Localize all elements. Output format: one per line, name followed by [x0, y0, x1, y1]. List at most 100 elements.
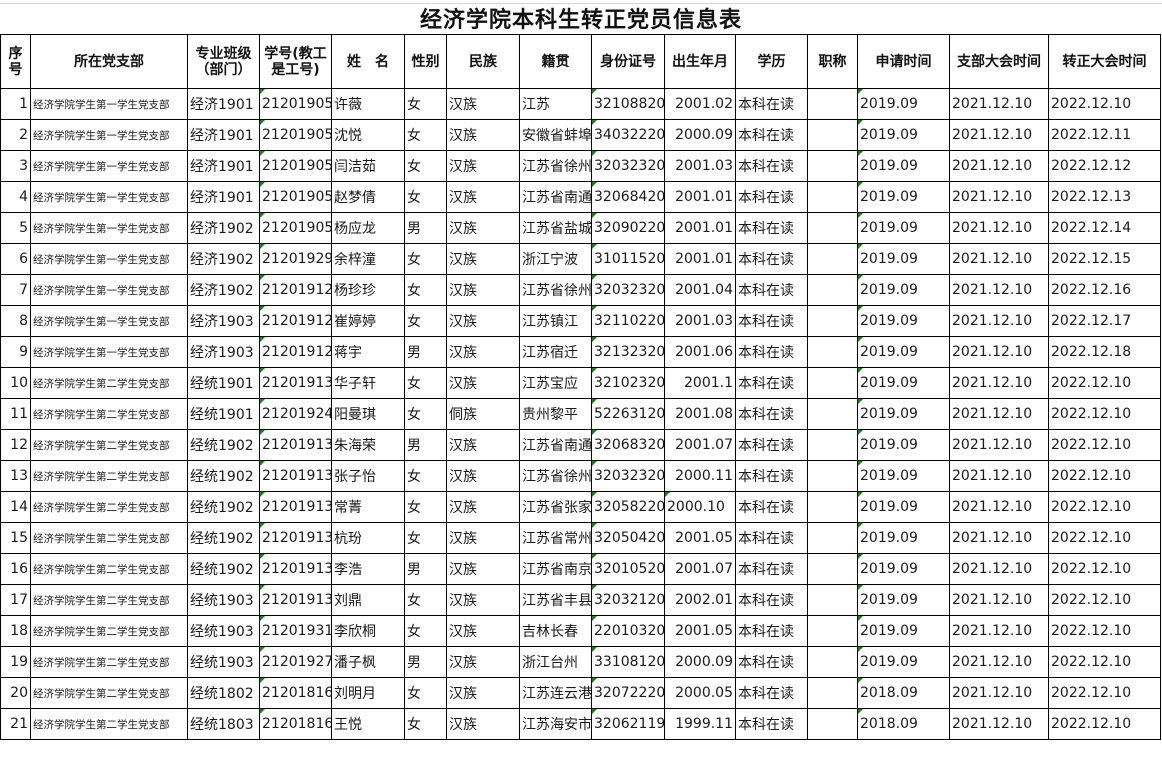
cell-gender[interactable]: 男	[404, 212, 447, 244]
cell-gender[interactable]: 女	[404, 615, 447, 647]
cell-id-number[interactable]: 340322200	[591, 119, 665, 151]
cell-hometown[interactable]: 江苏省丰县	[519, 584, 592, 616]
cell-birth[interactable]: 2000.10	[664, 491, 736, 523]
cell-birth[interactable]: 2001.02	[664, 88, 736, 120]
cell-name[interactable]: 沈悦	[331, 119, 405, 151]
cell-name[interactable]: 常菁	[331, 491, 405, 523]
cell-gender[interactable]: 女	[404, 274, 447, 306]
cell-title[interactable]	[807, 336, 858, 368]
cell-education[interactable]: 本科在读	[735, 336, 808, 368]
cell-birth[interactable]: 2001.08	[664, 398, 736, 430]
cell-seq[interactable]: 11	[0, 398, 31, 430]
cell-ethnicity[interactable]: 汉族	[446, 243, 520, 275]
cell-seq[interactable]: 12	[0, 429, 31, 461]
cell-id-number[interactable]: 331081200	[591, 646, 665, 678]
cell-gender[interactable]: 女	[404, 460, 447, 492]
cell-apply-date[interactable]: 2019.09	[857, 615, 950, 647]
cell-gender[interactable]: 女	[404, 398, 447, 430]
cell-seq[interactable]: 8	[0, 305, 31, 337]
cell-confirm-meeting-date[interactable]: 2022.12.10	[1048, 677, 1161, 709]
cell-education[interactable]: 本科在读	[735, 553, 808, 585]
cell-id-number[interactable]: 320902200	[591, 212, 665, 244]
cell-gender[interactable]: 女	[404, 367, 447, 399]
cell-confirm-meeting-date[interactable]: 2022.12.12	[1048, 150, 1161, 182]
cell-id-number[interactable]: 320621199	[591, 708, 665, 740]
cell-title[interactable]	[807, 460, 858, 492]
cell-class[interactable]: 经统1903	[187, 584, 260, 616]
cell-seq[interactable]: 17	[0, 584, 31, 616]
cell-education[interactable]: 本科在读	[735, 584, 808, 616]
header-branch[interactable]: 所在党支部	[30, 34, 188, 89]
cell-title[interactable]	[807, 150, 858, 182]
cell-confirm-meeting-date[interactable]: 2022.12.13	[1048, 181, 1161, 213]
cell-title[interactable]	[807, 243, 858, 275]
cell-birth[interactable]: 2001.05	[664, 522, 736, 554]
cell-confirm-meeting-date[interactable]: 2022.12.10	[1048, 708, 1161, 740]
cell-student-id[interactable]: 21201913	[259, 491, 332, 523]
cell-branch-meeting-date[interactable]: 2021.12.10	[949, 274, 1049, 306]
cell-branch-meeting-date[interactable]: 2021.12.10	[949, 150, 1049, 182]
cell-id-number[interactable]: 522631200	[591, 398, 665, 430]
cell-branch-meeting-date[interactable]: 2021.12.10	[949, 336, 1049, 368]
cell-branch[interactable]: 经济学院学生第一学生党支部	[30, 88, 188, 120]
cell-branch-meeting-date[interactable]: 2021.12.10	[949, 522, 1049, 554]
cell-birth[interactable]: 2001.03	[664, 150, 736, 182]
cell-seq[interactable]: 6	[0, 243, 31, 275]
cell-apply-date[interactable]: 2019.09	[857, 88, 950, 120]
header-confirm-meeting-date[interactable]: 转正大会时间	[1048, 34, 1161, 89]
cell-hometown[interactable]: 吉林长春	[519, 615, 592, 647]
cell-birth[interactable]: 2001.07	[664, 429, 736, 461]
cell-student-id[interactable]: 21201913	[259, 429, 332, 461]
cell-title[interactable]	[807, 553, 858, 585]
cell-id-number[interactable]: 321023200	[591, 367, 665, 399]
cell-birth[interactable]: 2001.07	[664, 553, 736, 585]
cell-name[interactable]: 闫洁茹	[331, 150, 405, 182]
cell-name[interactable]: 许薇	[331, 88, 405, 120]
cell-ethnicity[interactable]: 汉族	[446, 491, 520, 523]
cell-student-id[interactable]: 21201913	[259, 460, 332, 492]
cell-confirm-meeting-date[interactable]: 2022.12.10	[1048, 615, 1161, 647]
cell-branch[interactable]: 经济学院学生第一学生党支部	[30, 119, 188, 151]
cell-education[interactable]: 本科在读	[735, 305, 808, 337]
cell-id-number[interactable]: 320323200	[591, 460, 665, 492]
cell-education[interactable]: 本科在读	[735, 646, 808, 678]
header-apply-date[interactable]: 申请时间	[857, 34, 950, 89]
cell-branch[interactable]: 经济学院学生第二学生党支部	[30, 708, 188, 740]
cell-seq[interactable]: 10	[0, 367, 31, 399]
cell-class[interactable]: 经统1902	[187, 429, 260, 461]
cell-branch[interactable]: 经济学院学生第二学生党支部	[30, 553, 188, 585]
header-name[interactable]: 姓 名	[331, 34, 405, 89]
cell-apply-date[interactable]: 2019.09	[857, 398, 950, 430]
cell-branch-meeting-date[interactable]: 2021.12.10	[949, 398, 1049, 430]
cell-confirm-meeting-date[interactable]: 2022.12.10	[1048, 429, 1161, 461]
cell-student-id[interactable]: 21201816	[259, 708, 332, 740]
cell-education[interactable]: 本科在读	[735, 708, 808, 740]
cell-confirm-meeting-date[interactable]: 2022.12.11	[1048, 119, 1161, 151]
cell-class[interactable]: 经济1902	[187, 212, 260, 244]
cell-gender[interactable]: 女	[404, 708, 447, 740]
cell-student-id[interactable]: 21201913	[259, 553, 332, 585]
cell-birth[interactable]: 2001.01	[664, 181, 736, 213]
cell-name[interactable]: 朱海荣	[331, 429, 405, 461]
cell-branch-meeting-date[interactable]: 2021.12.10	[949, 553, 1049, 585]
cell-class[interactable]: 经济1901	[187, 119, 260, 151]
cell-ethnicity[interactable]: 汉族	[446, 181, 520, 213]
cell-class[interactable]: 经统1902	[187, 460, 260, 492]
cell-name[interactable]: 杨应龙	[331, 212, 405, 244]
cell-student-id[interactable]: 21201927	[259, 646, 332, 678]
cell-ethnicity[interactable]: 汉族	[446, 584, 520, 616]
cell-student-id[interactable]: 21201905	[259, 212, 332, 244]
cell-name[interactable]: 崔婷婷	[331, 305, 405, 337]
cell-apply-date[interactable]: 2019.09	[857, 584, 950, 616]
cell-branch-meeting-date[interactable]: 2021.12.10	[949, 212, 1049, 244]
cell-ethnicity[interactable]: 汉族	[446, 553, 520, 585]
cell-class[interactable]: 经统1902	[187, 522, 260, 554]
cell-seq[interactable]: 15	[0, 522, 31, 554]
cell-seq[interactable]: 4	[0, 181, 31, 213]
cell-hometown[interactable]: 江苏省徐州	[519, 274, 592, 306]
cell-seq[interactable]: 9	[0, 336, 31, 368]
cell-apply-date[interactable]: 2019.09	[857, 367, 950, 399]
cell-class[interactable]: 经统1901	[187, 398, 260, 430]
cell-name[interactable]: 余梓潼	[331, 243, 405, 275]
cell-birth[interactable]: 2001.1	[664, 367, 736, 399]
